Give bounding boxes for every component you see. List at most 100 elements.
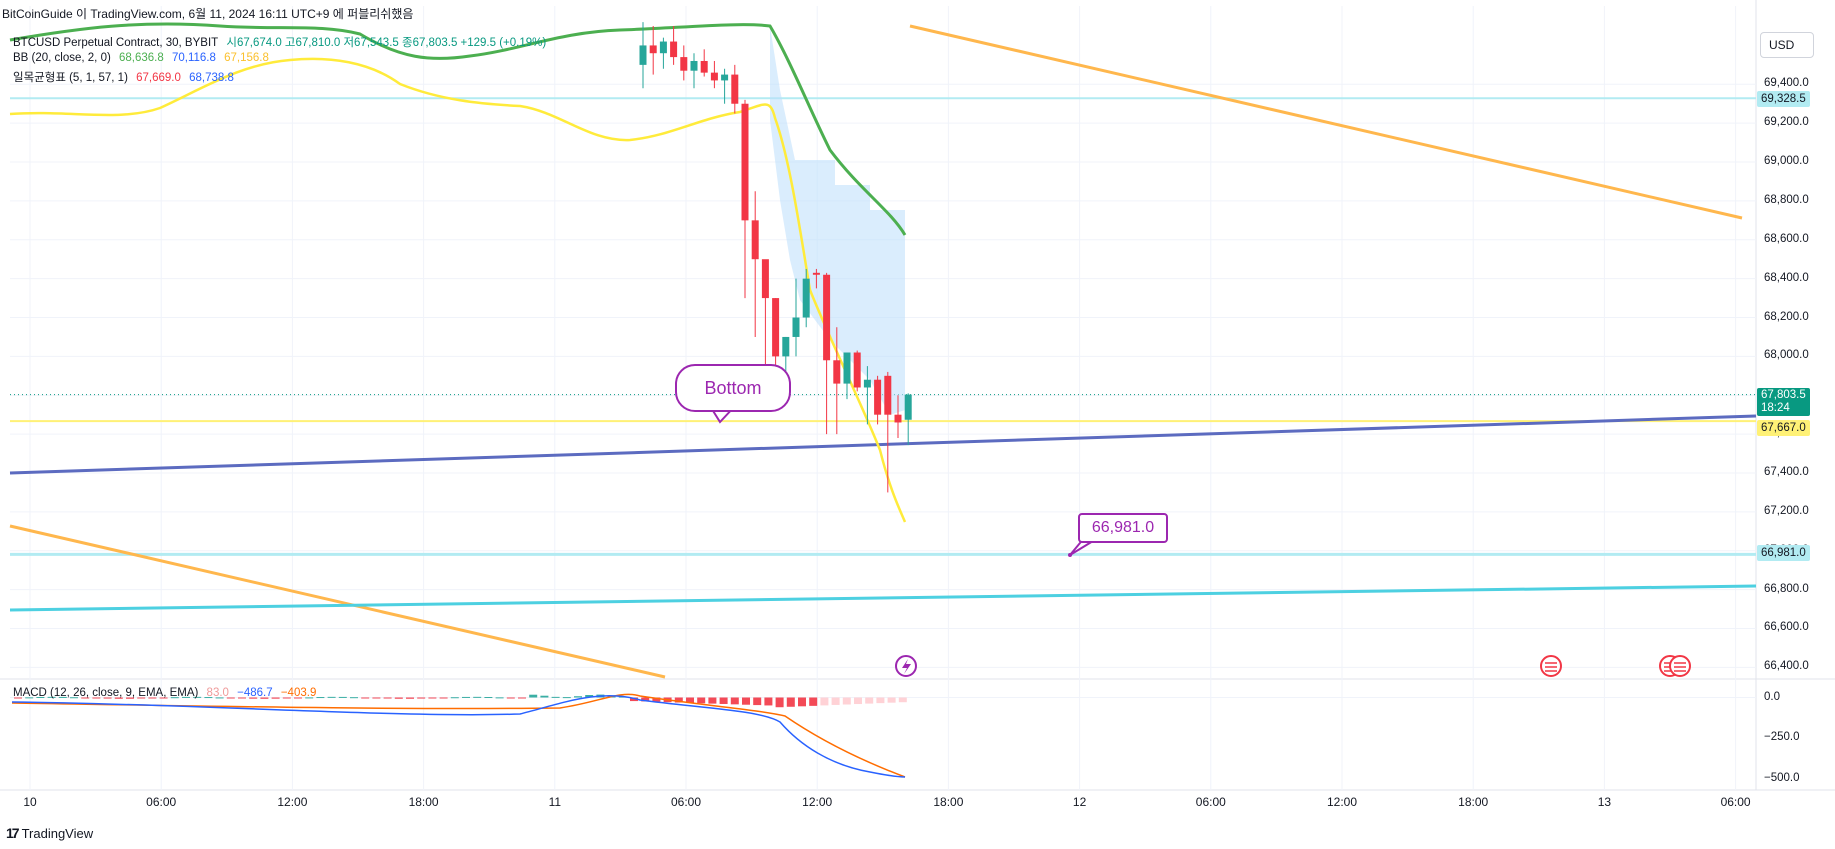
macd-hist-bar	[14, 697, 22, 699]
candle-body	[853, 352, 861, 388]
macd-hist-bar	[630, 697, 638, 702]
candle-body	[690, 60, 698, 71]
macd-hist-bar	[898, 697, 907, 703]
candle-body	[751, 220, 759, 260]
macd-hist-bar	[103, 697, 112, 699]
macd-hist-bar	[518, 697, 526, 699]
candle-body	[833, 360, 841, 384]
macd-hist-bar	[484, 697, 493, 699]
bottom-callout[interactable]: Bottom	[675, 364, 791, 412]
macd-hist-bar	[540, 695, 549, 698]
price-tick-label: 66,800.0	[1764, 582, 1809, 595]
macd-hist-bar	[708, 697, 717, 704]
bb-upper-value: 70,116.8	[171, 52, 216, 64]
macd-hist-bar	[148, 697, 157, 699]
macd-axis-0: 0.0	[1764, 690, 1780, 703]
macd-hist-bar	[114, 697, 123, 699]
macd-hist-bar	[36, 697, 45, 699]
macd-hist-bar	[271, 697, 280, 699]
price-tick-label: 69,200.0	[1764, 116, 1809, 129]
macd-hist-bar	[585, 695, 594, 698]
candle-body	[772, 298, 780, 357]
us-flag-event-icon	[1669, 655, 1691, 677]
candle-body	[874, 379, 882, 415]
macd-hist-bar	[462, 696, 470, 698]
macd-hist-bar	[193, 696, 202, 698]
current-price-value: 67,803.5	[1761, 389, 1806, 401]
macd-hist-bar	[350, 697, 358, 699]
macd-hist-bar	[159, 697, 168, 699]
candle-body	[700, 60, 708, 73]
ichimoku-line	[9, 57, 907, 523]
macd-hist-bar	[327, 696, 336, 698]
price-tick-label: 68,000.0	[1764, 349, 1809, 362]
price-callout-anchor	[1068, 553, 1072, 557]
macd-hist-bar	[574, 696, 582, 698]
macd-hist-bar	[305, 697, 314, 699]
time-tick-label: 18:00	[408, 795, 439, 809]
macd-hist-bar	[887, 697, 896, 703]
candle-body	[792, 317, 800, 337]
macd-hist-bar	[238, 697, 246, 699]
trendline-blue	[9, 414, 1757, 475]
time-tick-label: 11	[548, 795, 562, 809]
tradingview-brand[interactable]: 17 TradingView	[6, 825, 93, 841]
macd-hist-bar	[529, 694, 538, 698]
macd-label[interactable]: MACD (12, 26, close, 9, EMA, EMA)	[13, 687, 199, 699]
flag-stripes	[1674, 662, 1686, 672]
macd-hist-bar	[820, 697, 829, 706]
macd-hist-bar	[394, 697, 403, 699]
bb-lower-value: 67,156.8	[224, 52, 269, 64]
trendline-orange-upper	[909, 24, 1743, 220]
ichimoku-value-2: 68,738.8	[189, 72, 234, 84]
macd-hist-bar	[551, 696, 560, 698]
candle-body	[649, 45, 657, 54]
macd-hist-bar	[170, 697, 179, 699]
macd-signal-line	[11, 693, 906, 778]
macd-line-value: −486.7	[237, 687, 273, 699]
us-flag-event-icon	[1540, 655, 1562, 677]
macd-hist-bar	[809, 697, 818, 706]
time-tick-label: 13	[1597, 795, 1612, 809]
candle-body	[894, 414, 902, 423]
macd-pane	[10, 693, 1756, 778]
ichimoku-label[interactable]: 일목균형표 (5, 1, 57, 1)	[13, 72, 128, 84]
macd-hist-bar	[70, 697, 78, 699]
time-tick-label: 18:00	[1458, 795, 1489, 809]
legend-macd-row: MACD (12, 26, close, 9, EMA, EMA) 83.0 −…	[13, 687, 321, 699]
legend-bb-row: BB (20, close, 2, 0) 68,636.8 70,116.8 6…	[13, 52, 274, 64]
currency-button[interactable]: USD	[1760, 32, 1814, 58]
candle-body	[904, 394, 912, 420]
macd-line	[11, 694, 906, 778]
macd-hist-bar	[92, 697, 101, 699]
publish-header: BitCoinGuide 이 TradingView.com, 6월 11, 2…	[2, 7, 414, 21]
macd-hist-bar	[81, 697, 90, 699]
ohlc-values: 시67,674.0 고67,810.0 저67,543.5 종67,803.5 …	[226, 37, 547, 49]
candle-body	[884, 375, 892, 415]
candle-body	[761, 259, 769, 299]
macd-hist-bar	[854, 697, 862, 705]
macd-hist-bar	[316, 697, 325, 699]
macd-hist-bar	[383, 697, 392, 699]
macd-axis-250: −250.0	[1764, 731, 1800, 744]
drawings	[9, 22, 1757, 679]
trendline-cyan	[9, 584, 1757, 612]
level-yellow-tag: 67,667.0	[1757, 420, 1810, 436]
trendline-orange-lower	[9, 524, 666, 679]
macd-hist-bar	[641, 697, 650, 702]
macd-hist-bar	[730, 697, 739, 705]
price-callout[interactable]: 66,981.0	[1078, 513, 1168, 543]
bb-label[interactable]: BB (20, close, 2, 0)	[13, 52, 111, 64]
macd-hist-bar	[831, 697, 840, 705]
macd-hist-bar	[764, 697, 773, 706]
time-tick-label: 18:00	[933, 795, 964, 809]
candle-body	[782, 336, 790, 357]
time-tick-label: 06:00	[1720, 795, 1751, 809]
symbol-label[interactable]: BTCUSD Perpetual Contract, 30, BYBIT	[13, 37, 219, 49]
flag-stripes	[1545, 662, 1557, 672]
candle-body	[802, 278, 810, 318]
time-tick-label: 10	[23, 795, 37, 809]
macd-signal-value: −403.9	[280, 687, 317, 699]
macd-hist-bar	[260, 697, 269, 699]
